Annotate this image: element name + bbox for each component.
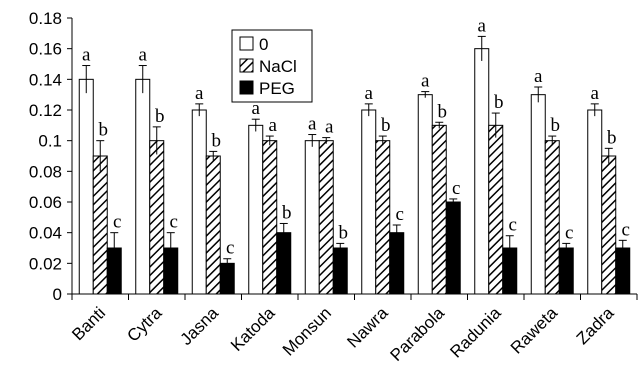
y-tick-label: 0.08: [29, 162, 62, 181]
bar: [587, 109, 603, 295]
significance-letter: b: [339, 222, 349, 243]
significance-letter: a: [269, 115, 278, 136]
bar: [601, 155, 617, 295]
legend-swatch: [239, 58, 254, 73]
significance-letter: c: [452, 178, 460, 199]
significance-letter: c: [113, 212, 121, 233]
legend-label: 0: [259, 35, 268, 54]
significance-letter: a: [325, 117, 334, 138]
significance-letter: a: [139, 45, 148, 66]
legend-swatch: [239, 36, 254, 51]
bar: [474, 48, 490, 295]
significance-letter: a: [365, 83, 374, 104]
y-tick-label: 0.04: [29, 224, 62, 243]
legend-label: PEG: [259, 79, 295, 98]
significance-letter: b: [282, 202, 292, 223]
significance-letter: c: [226, 238, 234, 259]
bar: [191, 109, 207, 295]
bar: [361, 109, 377, 295]
bar: [318, 140, 334, 295]
bars: [78, 48, 631, 295]
category-label: Banti: [68, 303, 109, 344]
significance-letter: b: [99, 120, 109, 141]
significance-letter: b: [494, 92, 504, 113]
category-label: Parabola: [387, 303, 449, 365]
category-label: Nawra: [343, 303, 392, 352]
y-tick-label: 0.16: [29, 40, 62, 59]
y-tick-label: 0.02: [29, 254, 62, 273]
category-label: Katoda: [227, 303, 279, 355]
significance-letter: a: [478, 15, 487, 36]
bar: [530, 94, 546, 295]
significance-letter: b: [551, 115, 561, 136]
significance-letter: b: [212, 130, 222, 151]
significance-letter: b: [438, 101, 448, 122]
legend-swatch: [239, 80, 254, 95]
bar: [78, 78, 94, 295]
y-tick-label: 0.18: [29, 9, 62, 28]
y-axis: 0 0.02 0.04 0.06 0.08 0.1 0.12 0.14 0.16 0.18: [29, 9, 73, 304]
bar: [262, 140, 278, 295]
y-tick-label: 0.12: [29, 101, 62, 120]
error-bars: [82, 35, 627, 268]
bar: [389, 232, 405, 295]
significance-letter: a: [252, 98, 261, 119]
bar: [558, 247, 574, 295]
significance-letter: b: [381, 115, 391, 136]
category-label: Raweta: [507, 303, 562, 358]
bar: [488, 124, 504, 295]
bar: [544, 140, 560, 295]
y-tick-label: 0.1: [38, 132, 62, 151]
x-axis: Banti Cytra Jasna Katoda Monsun NawraParabola…: [68, 293, 638, 365]
legend: 0 NaCl PEG: [231, 29, 313, 103]
category-label: Zadra: [573, 303, 618, 348]
significance-letter: a: [308, 114, 317, 135]
significance-letter: a: [534, 66, 543, 87]
category-label: Monsun: [279, 303, 335, 359]
significance-letter: c: [170, 212, 178, 233]
bar: [445, 201, 461, 295]
category-label: Radunia: [446, 303, 505, 362]
legend-label: NaCl: [259, 57, 297, 76]
bar: [248, 124, 264, 295]
bar: [149, 140, 165, 295]
bar: [205, 155, 221, 295]
category-label: Jasna: [177, 303, 223, 349]
significance-letter: c: [565, 222, 573, 243]
bar: [92, 155, 108, 295]
bar: [332, 247, 348, 295]
significance-letter: b: [155, 106, 165, 127]
bar: [375, 140, 391, 295]
significance-letter: c: [396, 204, 404, 225]
significance-letter: a: [82, 45, 91, 66]
bar: [135, 78, 151, 295]
bar: [417, 94, 433, 295]
significance-letter: b: [607, 127, 617, 148]
category-label: Cytra: [123, 303, 166, 346]
significance-letter: a: [591, 83, 600, 104]
significance-letter: c: [509, 215, 517, 236]
y-tick-label: 0.06: [29, 193, 62, 212]
y-tick-label: 0.14: [29, 70, 62, 89]
y-tick-label: 0: [53, 285, 62, 304]
bar: [219, 262, 235, 295]
significance-letter: a: [195, 83, 204, 104]
significance-letter: c: [622, 219, 630, 240]
significance-letter: a: [421, 71, 430, 92]
bar: [304, 140, 320, 295]
bar: [431, 124, 447, 295]
